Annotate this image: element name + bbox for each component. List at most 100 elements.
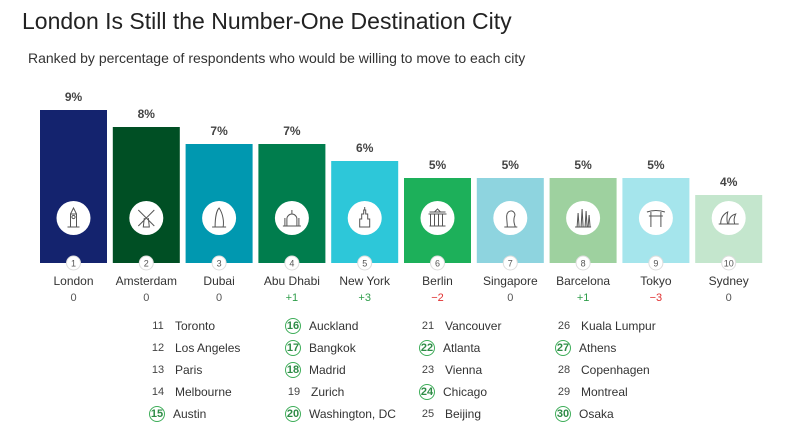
rank-city: Bangkok <box>309 341 356 355</box>
empire-state-icon <box>347 201 382 235</box>
big-ben-icon <box>56 201 91 235</box>
rank-badge-singapore <box>502 255 518 271</box>
rank-city: Kuala Lumpur <box>581 319 656 333</box>
rank-number: 13 <box>151 364 165 376</box>
rank-number: 25 <box>421 408 435 420</box>
value-label-tokyo: 5% <box>647 158 665 172</box>
city-label-singapore: Singapore <box>483 274 538 288</box>
rank-city: Washington, DC <box>309 407 396 421</box>
rank-number: 26 <box>557 320 571 332</box>
rank-city: Atlanta <box>443 341 481 355</box>
rank-change-new-york: +3 <box>358 292 371 304</box>
rank-list-item: 17 Bangkok <box>284 337 396 359</box>
value-label-amsterdam: 8% <box>138 107 156 121</box>
rank-city: Vancouver <box>445 319 502 333</box>
rank-list-item: 24 Chicago <box>418 381 501 403</box>
torii-gate-icon <box>638 201 673 235</box>
ranks-column-2: 16 Auckland 17 Bangkok 18 Madrid 19 Zurich 20 Was… <box>284 315 396 425</box>
value-label-new-york: 6% <box>356 141 374 155</box>
rank-change-abu-dhabi: +1 <box>286 292 299 304</box>
rank-number: 21 <box>421 320 435 332</box>
rank-list-item: 29 Montreal <box>554 381 656 403</box>
rank-up-badge: 20 <box>285 406 301 422</box>
rank-change-london: 0 <box>70 292 76 304</box>
rank-city: Athens <box>579 341 617 355</box>
rank-list-item: 13 Paris <box>148 359 240 381</box>
rank-city: Zurich <box>311 385 345 399</box>
city-label-tokyo: Tokyo <box>640 274 672 288</box>
rank-number: 11 <box>152 320 164 332</box>
rank-list-item: 19 Zurich <box>284 381 396 403</box>
rank-number: 23 <box>421 364 435 376</box>
rank-number-london: 1 <box>71 259 76 269</box>
rank-list-item: 12 Los Angeles <box>148 337 241 359</box>
value-label-dubai: 7% <box>210 124 228 138</box>
opera-house-icon <box>711 201 746 235</box>
rank-list-item: 16 Auckland <box>284 315 396 337</box>
rank-number-amsterdam: 2 <box>144 259 149 269</box>
rank-number-abu-dhabi: 4 <box>289 259 294 269</box>
city-label-amsterdam: Amsterdam <box>116 274 177 288</box>
bar-amsterdam <box>112 127 180 263</box>
windmill-icon <box>129 201 164 235</box>
grand-mosque-icon <box>274 201 309 235</box>
rank-list-item: 28 Copenhagen <box>554 359 656 381</box>
rank-number-dubai: 3 <box>217 259 222 269</box>
rank-number-new-york: 5 <box>362 259 367 269</box>
rank-city: Melbourne <box>175 385 232 399</box>
rank-list-item: 14 Melbourne <box>148 381 240 403</box>
rank-city: Madrid <box>309 363 346 377</box>
rank-change-berlin: −2 <box>431 292 444 304</box>
rank-city: Montreal <box>581 385 628 399</box>
burj-al-arab-icon <box>202 201 237 235</box>
rank-list-item: 22 Atlanta <box>418 337 501 359</box>
rank-badge-barcelona <box>575 255 591 271</box>
rank-city: Los Angeles <box>175 341 241 355</box>
rank-up-badge: 18 <box>285 362 301 378</box>
rank-up-badge: 16 <box>285 318 301 334</box>
rank-list-item: 27 Athens <box>554 337 656 359</box>
rank-list-item: 18 Madrid <box>284 359 396 381</box>
ranks-column-3: 21 Vancouver 22 Atlanta 23 Vienna 24 Chicago 25 B… <box>418 315 501 425</box>
rank-change-singapore: 0 <box>507 292 513 304</box>
city-label-barcelona: Barcelona <box>556 274 610 288</box>
value-label-abu-dhabi: 7% <box>283 124 301 138</box>
rank-change-barcelona: +1 <box>577 292 590 304</box>
value-label-sydney: 4% <box>720 175 738 189</box>
value-label-singapore: 5% <box>502 158 520 172</box>
rank-badge-dubai <box>211 255 227 271</box>
city-label-sydney: Sydney <box>709 274 749 288</box>
city-label-new-york: New York <box>339 274 391 288</box>
value-label-barcelona: 5% <box>574 158 592 172</box>
rank-city: Osaka <box>579 407 614 421</box>
rank-up-badge: 30 <box>555 406 571 422</box>
rank-number: 19 <box>287 386 301 398</box>
rank-list-item: 11 Toronto <box>148 315 240 337</box>
rank-city: Chicago <box>443 385 488 399</box>
rank-badge-london <box>66 255 81 271</box>
rank-up-badge: 17 <box>285 340 301 356</box>
city-label-london: London <box>53 274 93 288</box>
rank-badge-new-york <box>357 255 373 271</box>
rank-city: Auckland <box>309 319 359 333</box>
merlion-icon <box>493 201 528 235</box>
rank-badge-tokyo <box>648 255 664 271</box>
rank-change-sydney: 0 <box>726 292 732 304</box>
rank-change-tokyo: −3 <box>650 292 663 304</box>
rank-list-item: 25 Beijing <box>418 403 501 425</box>
rank-number-berlin: 6 <box>435 259 440 269</box>
rank-number-tokyo: 9 <box>653 259 658 269</box>
rank-number-singapore: 7 <box>508 259 513 269</box>
value-label-london: 9% <box>65 90 83 104</box>
rank-badge-berlin <box>430 255 445 271</box>
rank-up-badge: 24 <box>419 384 435 400</box>
chart-title: London Is Still the Number-One Destinati… <box>22 8 512 34</box>
rank-badge-sydney <box>721 255 737 271</box>
rank-number: 29 <box>557 386 571 398</box>
rank-city: Toronto <box>175 319 216 333</box>
rank-change-amsterdam: 0 <box>143 292 149 304</box>
rank-number: 28 <box>557 364 571 376</box>
ranks-column-1: 11 Toronto 12 Los Angeles 13 Paris 14 Melbourne… <box>148 315 240 425</box>
rank-number-barcelona: 8 <box>581 259 586 269</box>
rank-list-item: 30 Osaka <box>554 403 656 425</box>
